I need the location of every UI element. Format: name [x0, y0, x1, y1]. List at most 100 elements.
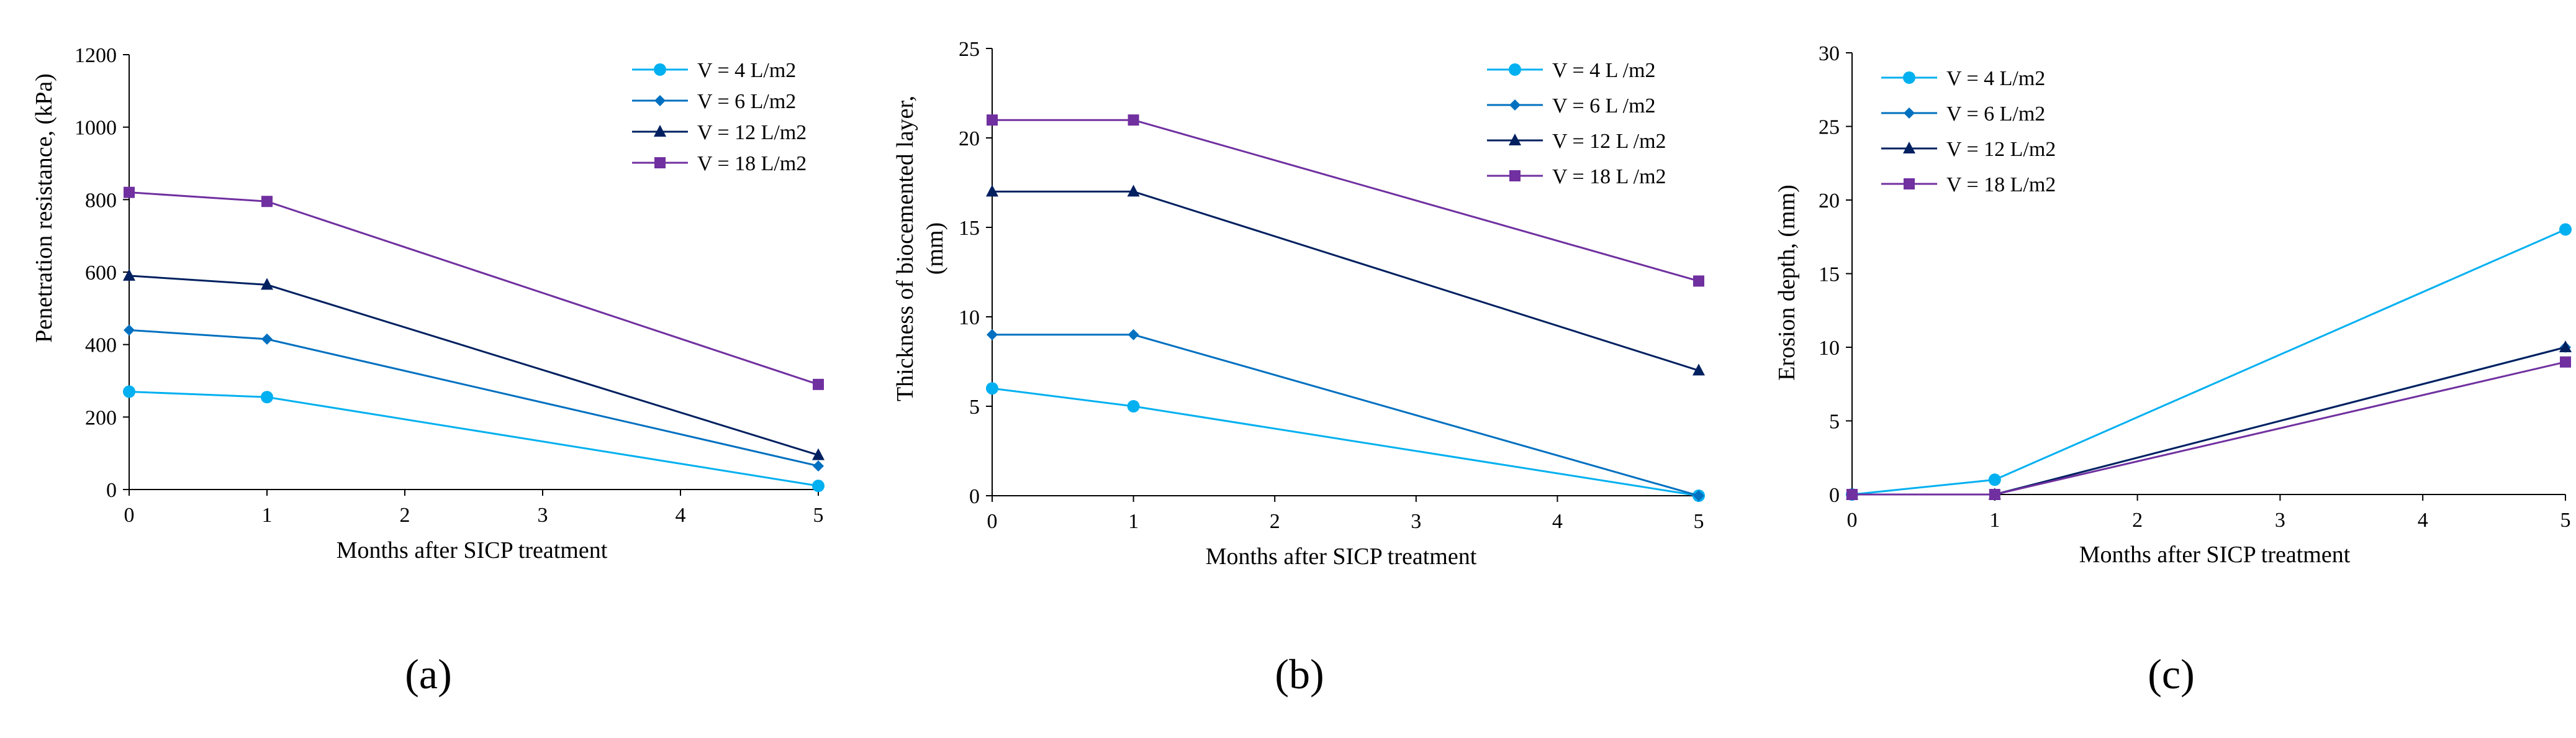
chart-a-data-point: [261, 391, 273, 404]
chart-a-xlabel: Months after SICP treatment: [337, 537, 608, 563]
chart-c-legend-marker: [1904, 178, 1915, 189]
chart-c-legend-marker: [1904, 107, 1915, 119]
chart-c-data-point: [1988, 473, 2001, 486]
chart-b-data-point: [987, 114, 998, 126]
chart-c-x-tick-label: 5: [2560, 509, 2571, 532]
panel-label-b: (b): [1275, 650, 1324, 698]
chart-a-x-tick-label: 2: [400, 504, 410, 527]
chart-a-axes: 0 200 400 600 800 1000 1200 0 1 2 3 4 5: [75, 44, 824, 527]
chart-c-x-tick-label: 2: [2132, 509, 2143, 532]
chart-c-y-tick-label: 5: [1829, 411, 1840, 434]
chart-b-x-tick-label: 4: [1552, 510, 1563, 533]
chart-b-ylabel-line2: (mm): [922, 222, 948, 275]
chart-b-xlabel: Months after SICP treatment: [1206, 544, 1477, 570]
chart-b-legend-label: V = 18 L /m2: [1552, 165, 1666, 188]
chart-a-series-line: [129, 391, 819, 487]
chart-a-y-tick-label: 200: [85, 406, 117, 429]
chart-c-legend-label: V = 12 L/m2: [1946, 138, 2056, 161]
chart-b-series-line: [992, 334, 1699, 497]
chart-a-legend-marker: [654, 157, 666, 168]
chart-a-data-point: [261, 278, 273, 290]
chart-b-data-point: [1693, 490, 1704, 501]
chart-b-data-point: [1693, 275, 1704, 287]
chart-b-legend: V = 4 L /m2 V = 6 L /m2 V = 12 L /m2 V = 18…: [1487, 59, 1666, 188]
chart-b-data-point: [987, 329, 998, 340]
chart-b-data-point: [1692, 363, 1705, 376]
chart-b-data-point: [1128, 114, 1139, 126]
chart-a-data-point: [124, 324, 135, 336]
chart-b-y-tick-label: 10: [959, 306, 980, 329]
chart-a-data-point: [123, 268, 135, 281]
chart-c-series-line: [1852, 346, 2566, 496]
chart-a-data-point: [812, 480, 825, 493]
chart-c-series-line: [1851, 229, 2566, 496]
chart-c-series-line: [1852, 346, 2566, 496]
chart-b-data-point: [986, 382, 998, 395]
chart-a-data-point: [813, 460, 824, 472]
chart-a-data-point: [261, 333, 273, 345]
chart-c-y-tick-label: 30: [1819, 42, 1840, 65]
chart-c-y-tick-label: 20: [1819, 189, 1840, 212]
chart-a-legend-marker: [654, 95, 666, 106]
chart-b-legend-marker: [1509, 63, 1521, 76]
chart-b-legend-label: V = 4 L /m2: [1552, 59, 1656, 82]
chart-a-legend-label: V = 12 L/m2: [697, 121, 807, 144]
chart-c-y-tick-label: 0: [1829, 484, 1840, 507]
chart-a-legend-label: V = 4 L/m2: [697, 59, 796, 82]
chart-c-x-tick-label: 1: [1989, 509, 2000, 532]
chart-a-x-tick-label: 5: [813, 504, 824, 527]
chart-b-data-point: [1128, 329, 1139, 340]
chart-b-legend-marker: [1509, 134, 1521, 145]
chart-a-y-tick-label: 1200: [75, 44, 117, 67]
chart-a-y-tick-label: 0: [106, 479, 117, 502]
chart-b-legend-marker: [1509, 170, 1521, 181]
chart-c-xlabel: Months after SICP treatment: [2079, 542, 2351, 568]
chart-b-x-tick-label: 5: [1694, 510, 1704, 533]
chart-b-y-tick-label: 0: [969, 485, 980, 508]
chart-a-x-tick-label: 3: [538, 504, 548, 527]
chart-c-legend-marker: [1903, 71, 1915, 84]
chart-c-legend-marker: [1903, 142, 1915, 153]
chart-c-x-tick-label: 3: [2275, 509, 2285, 532]
chart-a-data-point: [261, 196, 273, 207]
chart-a-series-line: [129, 191, 819, 386]
chart-c-data-point: [2559, 340, 2572, 352]
chart-a-legend-label: V = 18 L/m2: [697, 152, 807, 175]
chart-b-y-tick-label: 5: [969, 396, 980, 419]
chart-b-x-tick-label: 0: [987, 510, 998, 533]
chart-c-y-tick-label: 10: [1819, 337, 1840, 360]
chart-b-y-tick-label: 25: [959, 38, 980, 61]
chart-c-legend: V = 4 L/m2 V = 6 L/m2 V = 12 L/m2 V = 18 L/…: [1881, 67, 2056, 196]
chart-a-data-point: [812, 448, 825, 460]
chart-b-x-tick-label: 2: [1270, 510, 1280, 533]
panel-label-a: (a): [405, 650, 451, 698]
chart-b-series-line: [992, 190, 1699, 371]
chart-b-legend-marker: [1509, 99, 1521, 111]
chart-a-data-point: [813, 378, 824, 390]
chart-c-x-tick-label: 0: [1847, 509, 1858, 532]
chart-a-series-line: [129, 275, 819, 457]
chart-b-series-line: [992, 387, 1699, 497]
chart-a-legend-label: V = 6 L/m2: [697, 90, 796, 113]
chart-a-series: [123, 186, 825, 493]
chart-c-series-line: [1852, 361, 2566, 496]
chart-a-data-point: [124, 186, 135, 198]
chart-a-x-tick-label: 0: [124, 504, 135, 527]
chart-c-legend-label: V = 18 L/m2: [1946, 173, 2056, 196]
chart-a-y-tick-label: 1000: [75, 117, 117, 140]
chart-a-x-tick-label: 1: [262, 504, 273, 527]
chart-b-data-point: [986, 184, 998, 197]
chart-b-legend-label: V = 12 L /m2: [1552, 130, 1666, 153]
chart-b-series: [986, 114, 1705, 502]
chart-a-legend-marker: [654, 125, 666, 137]
chart-a-data-point: [123, 385, 135, 398]
chart-c-data-point: [2559, 223, 2572, 236]
chart-c-y-tick-label: 25: [1819, 116, 1840, 139]
chart-b-legend-label: V = 6 L /m2: [1552, 94, 1656, 117]
chart-a-y-tick-label: 800: [85, 189, 117, 212]
chart-c-axes: 0 5 10 15 20 25 30 0 1 2 3 4 5: [1819, 42, 2571, 532]
